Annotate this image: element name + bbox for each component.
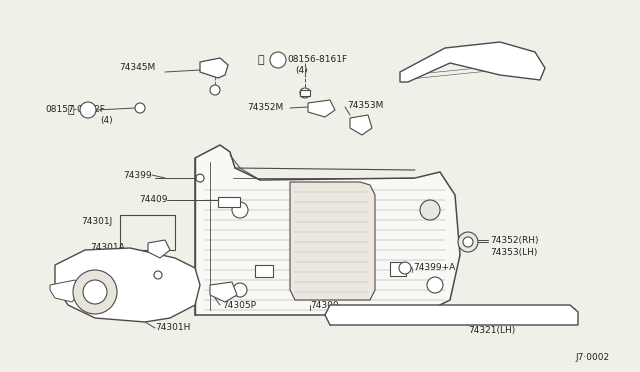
- Text: B: B: [275, 55, 281, 64]
- Circle shape: [233, 283, 247, 297]
- Circle shape: [300, 88, 310, 98]
- Circle shape: [80, 102, 96, 118]
- Circle shape: [270, 52, 286, 68]
- Circle shape: [154, 271, 162, 279]
- Circle shape: [135, 103, 145, 113]
- Text: 74345M: 74345M: [119, 64, 155, 73]
- Circle shape: [399, 262, 411, 274]
- Bar: [300, 90, 310, 96]
- Text: 74321(LH): 74321(LH): [468, 326, 515, 334]
- Text: 74353(LH): 74353(LH): [490, 248, 538, 257]
- Polygon shape: [50, 280, 80, 302]
- Bar: [255, 265, 273, 277]
- Text: Ⓑ: Ⓑ: [68, 105, 74, 115]
- Text: 74330N: 74330N: [480, 48, 515, 57]
- Bar: [120, 215, 175, 250]
- Text: 74399+A: 74399+A: [413, 263, 455, 273]
- Polygon shape: [290, 182, 375, 300]
- Text: 74301J: 74301J: [81, 218, 112, 227]
- Circle shape: [232, 202, 248, 218]
- Text: 74409: 74409: [140, 196, 168, 205]
- Text: 74320(RH): 74320(RH): [468, 314, 516, 323]
- Text: 74353M: 74353M: [347, 100, 383, 109]
- Polygon shape: [308, 100, 335, 117]
- Circle shape: [463, 237, 473, 247]
- Circle shape: [420, 200, 440, 220]
- Text: 74305P: 74305P: [222, 301, 256, 310]
- Text: 08157-0202F: 08157-0202F: [45, 106, 105, 115]
- Circle shape: [427, 277, 443, 293]
- Bar: [390, 262, 406, 276]
- Polygon shape: [55, 248, 200, 322]
- Text: 74352(RH): 74352(RH): [490, 235, 538, 244]
- Circle shape: [73, 270, 117, 314]
- Circle shape: [210, 85, 220, 95]
- Text: B: B: [85, 106, 91, 115]
- Text: J7·0002: J7·0002: [575, 353, 609, 362]
- Text: 74301A: 74301A: [90, 244, 125, 253]
- Polygon shape: [350, 115, 372, 135]
- Text: (4): (4): [295, 67, 308, 76]
- Text: 08156-8161F: 08156-8161F: [287, 55, 347, 64]
- Text: (4): (4): [100, 116, 113, 125]
- Polygon shape: [148, 240, 170, 258]
- Text: 74352M: 74352M: [247, 103, 283, 112]
- Circle shape: [83, 280, 107, 304]
- Text: 74301H: 74301H: [155, 324, 190, 333]
- Circle shape: [196, 174, 204, 182]
- Text: Ⓑ: Ⓑ: [258, 55, 264, 65]
- Polygon shape: [400, 42, 545, 82]
- Text: 74300: 74300: [310, 301, 339, 310]
- Polygon shape: [325, 305, 578, 325]
- Polygon shape: [200, 58, 228, 78]
- Polygon shape: [210, 282, 237, 302]
- Text: 74399: 74399: [124, 170, 152, 180]
- Bar: [218, 197, 240, 207]
- Circle shape: [458, 232, 478, 252]
- Polygon shape: [195, 145, 460, 315]
